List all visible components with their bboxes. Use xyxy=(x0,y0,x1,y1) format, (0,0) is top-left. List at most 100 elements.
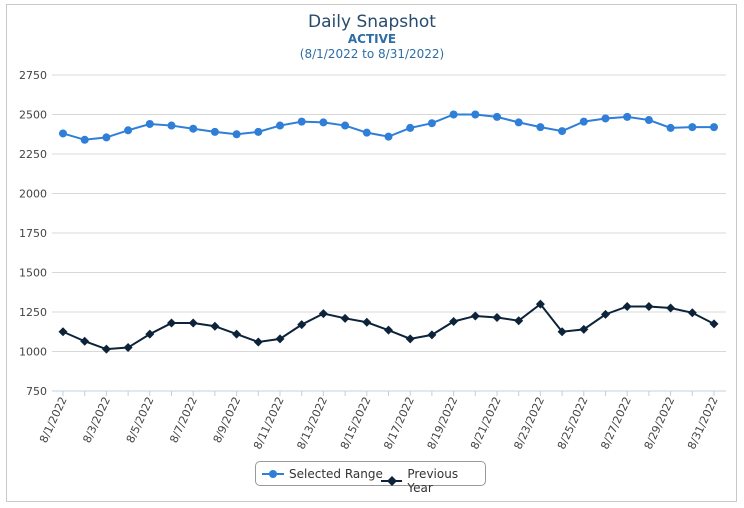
data-point-previous-year[interactable] xyxy=(101,344,111,354)
x-tick-label: 8/15/2022 xyxy=(338,395,374,452)
data-point-previous-year[interactable] xyxy=(622,301,632,311)
data-point-previous-year[interactable] xyxy=(579,324,589,334)
data-point-previous-year[interactable] xyxy=(123,343,133,353)
data-point-previous-year[interactable] xyxy=(470,311,480,321)
legend-previous-marker-icon xyxy=(381,476,403,486)
x-tick-label: 8/29/2022 xyxy=(642,395,678,452)
data-point-selected-range[interactable] xyxy=(427,119,436,128)
x-tick-label: 8/19/2022 xyxy=(425,395,461,452)
data-point-previous-year[interactable] xyxy=(709,319,719,329)
data-point-selected-range[interactable] xyxy=(276,121,284,130)
data-point-previous-year[interactable] xyxy=(535,299,545,309)
data-point-selected-range[interactable] xyxy=(514,118,523,127)
data-point-selected-range[interactable] xyxy=(102,133,111,142)
data-point-selected-range[interactable] xyxy=(536,123,545,132)
data-point-selected-range[interactable] xyxy=(623,112,632,121)
data-point-previous-year[interactable] xyxy=(297,320,307,330)
data-point-selected-range[interactable] xyxy=(254,127,263,136)
x-tick-label: 8/17/2022 xyxy=(381,395,417,452)
data-point-selected-range[interactable] xyxy=(167,121,176,130)
chart-subtitle: ACTIVE xyxy=(347,32,397,46)
data-point-previous-year[interactable] xyxy=(601,309,610,319)
data-point-selected-range[interactable] xyxy=(124,126,133,135)
chart-title: Daily Snapshot xyxy=(308,12,436,32)
date-range: (8/1/2022 to 8/31/2022) xyxy=(299,47,445,61)
x-tick-label: 8/23/2022 xyxy=(511,395,547,452)
chart-frame xyxy=(6,4,737,502)
data-point-previous-year[interactable] xyxy=(644,301,654,311)
data-point-previous-year[interactable] xyxy=(492,313,502,323)
data-point-previous-year[interactable] xyxy=(275,334,285,344)
legend-item-previous-year[interactable]: Previous Year xyxy=(381,467,485,495)
data-point-previous-year[interactable] xyxy=(384,325,393,335)
y-tick-label: 2750 xyxy=(19,69,47,82)
data-point-selected-range[interactable] xyxy=(601,114,610,123)
data-point-selected-range[interactable] xyxy=(493,112,501,121)
data-point-selected-range[interactable] xyxy=(406,123,415,132)
legend-selected-marker-icon xyxy=(262,470,284,478)
x-tick-label: 8/3/2022 xyxy=(80,395,113,445)
x-tick-label: 8/25/2022 xyxy=(555,395,591,452)
data-point-selected-range[interactable] xyxy=(341,121,350,130)
data-point-selected-range[interactable] xyxy=(384,132,393,141)
x-tick-label: 8/21/2022 xyxy=(468,395,504,452)
data-point-previous-year[interactable] xyxy=(666,303,676,313)
data-point-previous-year[interactable] xyxy=(232,329,242,339)
y-tick-label: 2250 xyxy=(19,148,47,161)
data-point-selected-range[interactable] xyxy=(189,124,198,133)
y-tick-label: 750 xyxy=(26,385,47,398)
data-point-selected-range[interactable] xyxy=(558,127,567,136)
y-tick-label: 1250 xyxy=(19,306,47,319)
data-point-selected-range[interactable] xyxy=(319,118,328,127)
data-point-previous-year[interactable] xyxy=(557,327,567,337)
data-point-selected-range[interactable] xyxy=(210,127,219,136)
x-tick-label: 8/27/2022 xyxy=(598,395,634,452)
x-tick-label: 8/11/2022 xyxy=(251,395,287,452)
series xyxy=(58,110,719,354)
data-point-selected-range[interactable] xyxy=(297,117,306,126)
data-point-previous-year[interactable] xyxy=(188,318,198,328)
data-point-selected-range[interactable] xyxy=(579,117,588,126)
data-point-previous-year[interactable] xyxy=(58,327,68,337)
data-point-selected-range[interactable] xyxy=(644,116,653,125)
data-point-previous-year[interactable] xyxy=(514,316,524,326)
data-point-selected-range[interactable] xyxy=(688,123,697,132)
data-point-previous-year[interactable] xyxy=(449,316,459,326)
y-tick-label: 1000 xyxy=(19,346,47,359)
legend: Selected Range Previous Year xyxy=(255,461,486,495)
data-point-previous-year[interactable] xyxy=(253,337,263,347)
data-point-previous-year[interactable] xyxy=(318,309,328,319)
y-tick-label: 1750 xyxy=(19,227,47,240)
data-point-previous-year[interactable] xyxy=(210,321,220,331)
data-point-previous-year[interactable] xyxy=(340,313,350,323)
data-point-selected-range[interactable] xyxy=(80,135,89,144)
data-point-previous-year[interactable] xyxy=(167,318,176,328)
axes: 750 1000 1250 1500 1750 2000 2250 2500 2750 8/1/2… xyxy=(19,69,726,451)
data-point-previous-year[interactable] xyxy=(427,330,437,340)
data-point-selected-range[interactable] xyxy=(362,128,371,137)
data-point-previous-year[interactable] xyxy=(687,308,697,318)
data-point-previous-year[interactable] xyxy=(362,317,372,327)
legend-label-previous: Previous Year xyxy=(407,467,459,495)
x-tick-label: 8/5/2022 xyxy=(124,395,157,445)
data-point-selected-range[interactable] xyxy=(666,123,675,132)
data-point-selected-range[interactable] xyxy=(471,110,480,119)
y-tick-label: 1500 xyxy=(19,267,47,280)
data-point-previous-year[interactable] xyxy=(80,336,90,346)
legend-item-selected-range[interactable]: Selected Range xyxy=(262,467,383,481)
data-point-selected-range[interactable] xyxy=(145,119,154,128)
legend-label-selected: Selected Range xyxy=(289,467,383,481)
data-point-previous-year[interactable] xyxy=(145,329,155,339)
data-point-selected-range[interactable] xyxy=(232,130,241,139)
x-tick-label: 8/31/2022 xyxy=(685,395,721,452)
y-tick-label: 2000 xyxy=(19,188,47,201)
x-tick-label: 8/9/2022 xyxy=(211,395,244,445)
x-tick-label: 8/1/2022 xyxy=(37,395,70,445)
x-tick-label: 8/7/2022 xyxy=(167,395,200,445)
data-point-selected-range[interactable] xyxy=(710,123,718,132)
data-point-selected-range[interactable] xyxy=(449,110,458,119)
data-point-selected-range[interactable] xyxy=(59,129,67,138)
x-tick-label: 8/13/2022 xyxy=(294,395,330,452)
data-point-previous-year[interactable] xyxy=(405,334,415,344)
